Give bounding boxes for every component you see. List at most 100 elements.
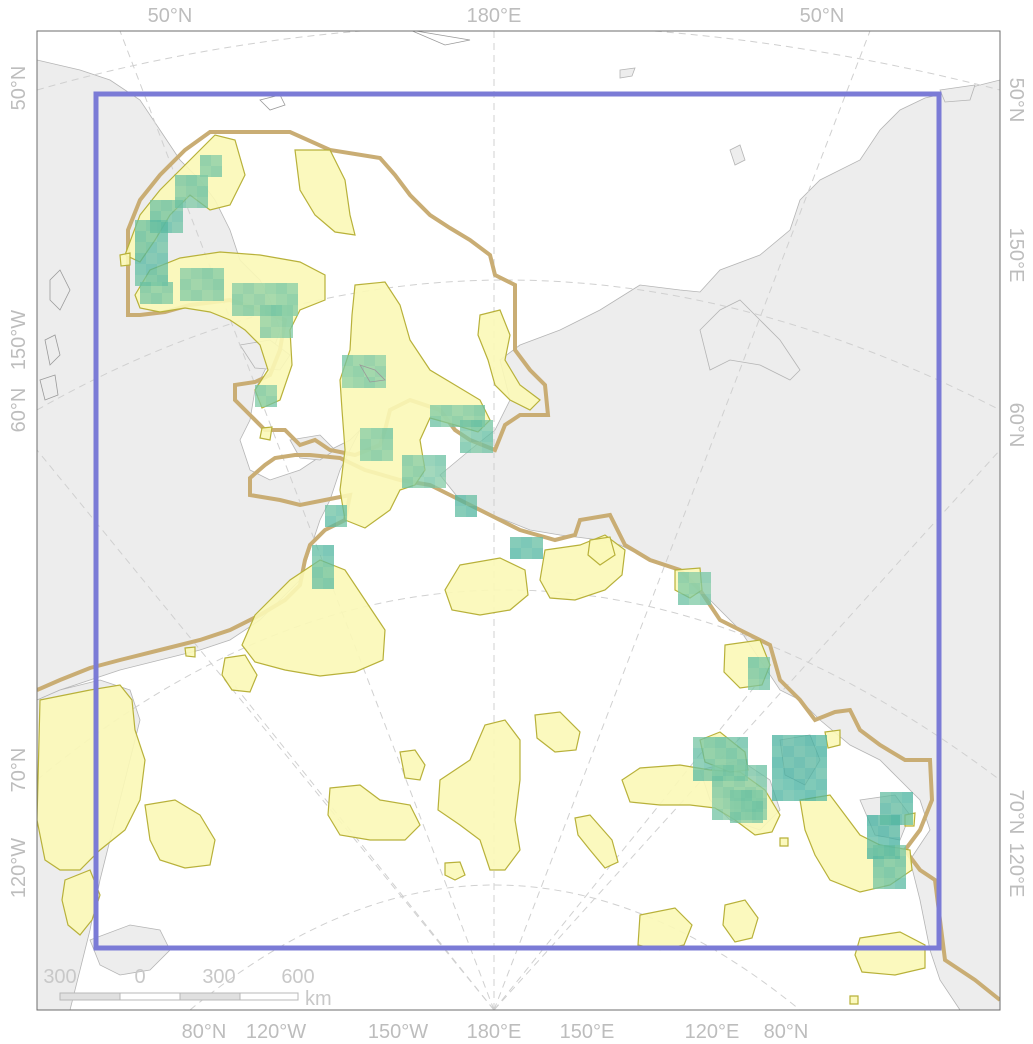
- cell-layer: [135, 155, 913, 889]
- grid-cell: [435, 455, 446, 466]
- grid-cell: [693, 748, 704, 759]
- grid-cell: [471, 420, 482, 431]
- grid-cell: [510, 537, 521, 548]
- habitat-patch: [779, 837, 789, 847]
- grid-cell: [510, 548, 521, 559]
- grid-cell: [471, 442, 482, 453]
- grid-cell: [816, 757, 827, 768]
- grid-cell: [794, 746, 805, 757]
- grid-cell: [474, 405, 485, 416]
- habitat-patch: [119, 252, 131, 267]
- grid-cell: [805, 779, 816, 790]
- grid-cell: [794, 779, 805, 790]
- habitat-patch: [184, 646, 196, 658]
- grid-cell: [271, 316, 282, 327]
- top-label: 50°N: [800, 5, 845, 27]
- scale-unit-label: km: [305, 988, 332, 1010]
- grid-cell: [197, 197, 208, 208]
- grid-cell: [186, 186, 197, 197]
- grid-cell: [873, 845, 884, 856]
- bottom-label: 120°E: [685, 1021, 740, 1043]
- grid-cell: [730, 790, 741, 801]
- grid-cell: [402, 477, 413, 488]
- grid-cell: [271, 305, 282, 316]
- grid-cell: [213, 279, 224, 290]
- grid-cell: [175, 197, 186, 208]
- grid-cell: [880, 814, 891, 825]
- grid-cell: [712, 798, 723, 809]
- grid-cell: [805, 790, 816, 801]
- grid-cell: [745, 776, 756, 787]
- grid-cell: [783, 757, 794, 768]
- grid-cell: [737, 748, 748, 759]
- grid-cell: [704, 770, 715, 781]
- grid-cell: [521, 537, 532, 548]
- grid-cell: [700, 583, 711, 594]
- grid-cell: [135, 253, 146, 264]
- grid-cell: [460, 442, 471, 453]
- grid-cell: [873, 878, 884, 889]
- grid-cell: [452, 416, 463, 427]
- grid-cell: [186, 175, 197, 186]
- grid-cell: [140, 293, 151, 304]
- grid-cell: [678, 572, 689, 583]
- grid-cell: [180, 268, 191, 279]
- grid-cell: [712, 787, 723, 798]
- grid-cell: [895, 856, 906, 867]
- grid-cell: [723, 776, 734, 787]
- grid-cell: [730, 812, 741, 823]
- grid-cell: [342, 366, 353, 377]
- habitat-patch: [37, 684, 146, 871]
- grid-cell: [805, 757, 816, 768]
- right-label: 50°N: [1005, 78, 1027, 123]
- grid-cell: [460, 431, 471, 442]
- grid-cell: [693, 737, 704, 748]
- grid-cell: [151, 293, 162, 304]
- habitat-patch: [221, 654, 258, 693]
- grid-cell: [287, 294, 298, 305]
- grid-cell: [460, 420, 471, 431]
- grid-cell: [175, 186, 186, 197]
- grid-cell: [172, 211, 183, 222]
- grid-cell: [895, 867, 906, 878]
- grid-cell: [146, 231, 157, 242]
- coast-details: [39, 31, 471, 401]
- grid-cell: [712, 776, 723, 787]
- grid-cell: [232, 283, 243, 294]
- habitat-layer: [37, 134, 926, 1005]
- grid-cell: [748, 657, 759, 668]
- grid-cell: [323, 578, 334, 589]
- bottom-label: 120°W: [246, 1021, 306, 1043]
- grid-cell: [151, 282, 162, 293]
- grid-cell: [424, 466, 435, 477]
- grid-cell: [353, 377, 364, 388]
- grid-cell: [759, 657, 770, 668]
- grid-cell: [902, 814, 913, 825]
- grid-cell: [712, 809, 723, 820]
- grid-cell: [413, 477, 424, 488]
- habitat-patch: [144, 799, 216, 869]
- grid-cell: [880, 792, 891, 803]
- grid-cell: [213, 268, 224, 279]
- grid-cell: [794, 757, 805, 768]
- grid-cell: [276, 283, 287, 294]
- grid-cell: [756, 765, 767, 776]
- boundary-south: [37, 453, 1000, 1002]
- grid-cell: [752, 801, 763, 812]
- grid-cell: [794, 735, 805, 746]
- grid-cell: [816, 735, 827, 746]
- grid-cell: [254, 294, 265, 305]
- grid-cell: [135, 231, 146, 242]
- grid-cell: [364, 366, 375, 377]
- grid-cell: [726, 759, 737, 770]
- grid-cell: [325, 505, 336, 516]
- grid-cell: [878, 826, 889, 837]
- habitat-patch: [294, 149, 356, 236]
- grid-cell: [891, 814, 902, 825]
- grid-cell: [745, 765, 756, 776]
- grid-cell: [360, 439, 371, 450]
- grid-cell: [157, 231, 168, 242]
- grid-cell: [150, 211, 161, 222]
- grid-cell: [430, 405, 441, 416]
